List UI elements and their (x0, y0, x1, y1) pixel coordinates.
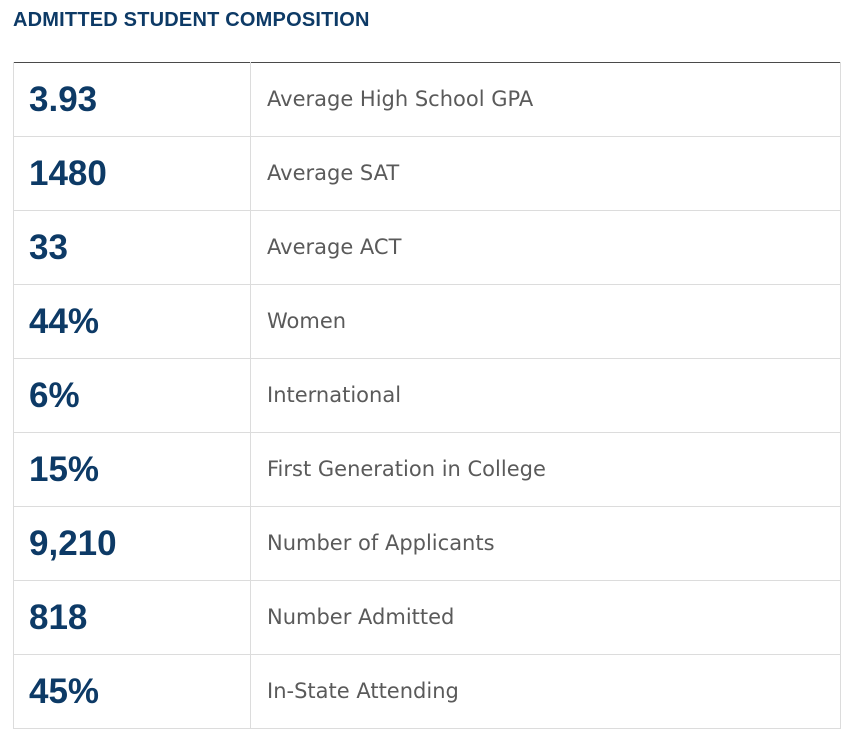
stat-row-international: 6% International (13, 358, 841, 433)
stat-label-cell: Number of Applicants (250, 506, 841, 581)
stat-value: 44% (29, 302, 100, 341)
stat-value: 818 (29, 598, 88, 637)
stat-row-gpa: 3.93 Average High School GPA (13, 62, 841, 137)
stat-value: 15% (29, 450, 100, 489)
stat-value: 45% (29, 672, 100, 711)
stat-label-cell: International (250, 358, 841, 433)
stat-value: 6% (29, 376, 80, 415)
stats-table-body: 3.93 Average High School GPA 1480 Averag… (13, 62, 841, 729)
stat-label-cell: Number Admitted (250, 580, 841, 655)
stat-value: 3.93 (29, 80, 98, 119)
stat-label-cell: First Generation in College (250, 432, 841, 507)
stat-label: Number of Applicants (267, 531, 495, 555)
stat-value: 1480 (29, 154, 107, 193)
stat-row-act: 33 Average ACT (13, 210, 841, 285)
stat-label: Number Admitted (267, 605, 455, 629)
stat-label: Women (267, 309, 347, 333)
stat-value: 33 (29, 228, 68, 267)
stat-value-cell: 33 (13, 210, 251, 285)
stat-value: 9,210 (29, 524, 117, 563)
stat-label: Average SAT (267, 161, 400, 185)
stat-value-cell: 15% (13, 432, 251, 507)
stat-value-cell: 3.93 (13, 62, 251, 137)
stat-value-cell: 818 (13, 580, 251, 655)
stat-row-applicants: 9,210 Number of Applicants (13, 506, 841, 581)
stat-label: First Generation in College (267, 457, 546, 481)
stat-row-admitted: 818 Number Admitted (13, 580, 841, 655)
stat-value-cell: 44% (13, 284, 251, 359)
stat-value-cell: 6% (13, 358, 251, 433)
stat-row-first-generation: 15% First Generation in College (13, 432, 841, 507)
stat-label: Average ACT (267, 235, 402, 259)
stat-label-cell: Women (250, 284, 841, 359)
admitted-stats-table: 3.93 Average High School GPA 1480 Averag… (13, 62, 841, 729)
section-title: ADMITTED STUDENT COMPOSITION (13, 9, 370, 31)
stat-label: International (267, 383, 402, 407)
stat-label: Average High School GPA (267, 87, 534, 111)
stat-value-cell: 1480 (13, 136, 251, 211)
stat-label-cell: Average SAT (250, 136, 841, 211)
stat-row-sat: 1480 Average SAT (13, 136, 841, 211)
stat-value-cell: 45% (13, 654, 251, 729)
stat-value-cell: 9,210 (13, 506, 251, 581)
stat-row-women: 44% Women (13, 284, 841, 359)
stat-label-cell: Average ACT (250, 210, 841, 285)
stat-row-in-state: 45% In-State Attending (13, 654, 841, 729)
stat-label-cell: Average High School GPA (250, 62, 841, 137)
stat-label-cell: In-State Attending (250, 654, 841, 729)
stat-label: In-State Attending (267, 679, 459, 703)
